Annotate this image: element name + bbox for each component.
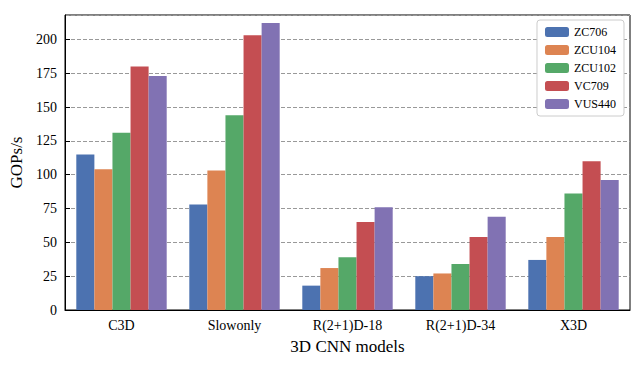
svg-text:25: 25 bbox=[43, 269, 57, 284]
svg-text:125: 125 bbox=[36, 133, 57, 148]
svg-text:R(2+1)D-34: R(2+1)D-34 bbox=[426, 318, 495, 334]
svg-text:100: 100 bbox=[36, 167, 57, 182]
svg-text:0: 0 bbox=[50, 303, 57, 318]
svg-text:Slowonly: Slowonly bbox=[208, 318, 262, 333]
svg-text:ZCU102: ZCU102 bbox=[574, 61, 616, 75]
svg-text:ZCU104: ZCU104 bbox=[574, 43, 616, 57]
svg-text:VC709: VC709 bbox=[574, 79, 609, 93]
svg-text:GOPs/s: GOPs/s bbox=[7, 137, 26, 189]
svg-text:75: 75 bbox=[43, 201, 57, 216]
svg-text:R(2+1)D-18: R(2+1)D-18 bbox=[313, 318, 382, 334]
svg-text:50: 50 bbox=[43, 235, 57, 250]
svg-text:X3D: X3D bbox=[560, 318, 587, 333]
svg-text:150: 150 bbox=[36, 100, 57, 115]
svg-text:C3D: C3D bbox=[108, 318, 134, 333]
svg-text:3D CNN models: 3D CNN models bbox=[290, 337, 404, 356]
svg-text:200: 200 bbox=[36, 32, 57, 47]
svg-text:175: 175 bbox=[36, 66, 57, 81]
svg-text:VUS440: VUS440 bbox=[574, 97, 616, 111]
svg-text:ZC706: ZC706 bbox=[574, 25, 607, 39]
